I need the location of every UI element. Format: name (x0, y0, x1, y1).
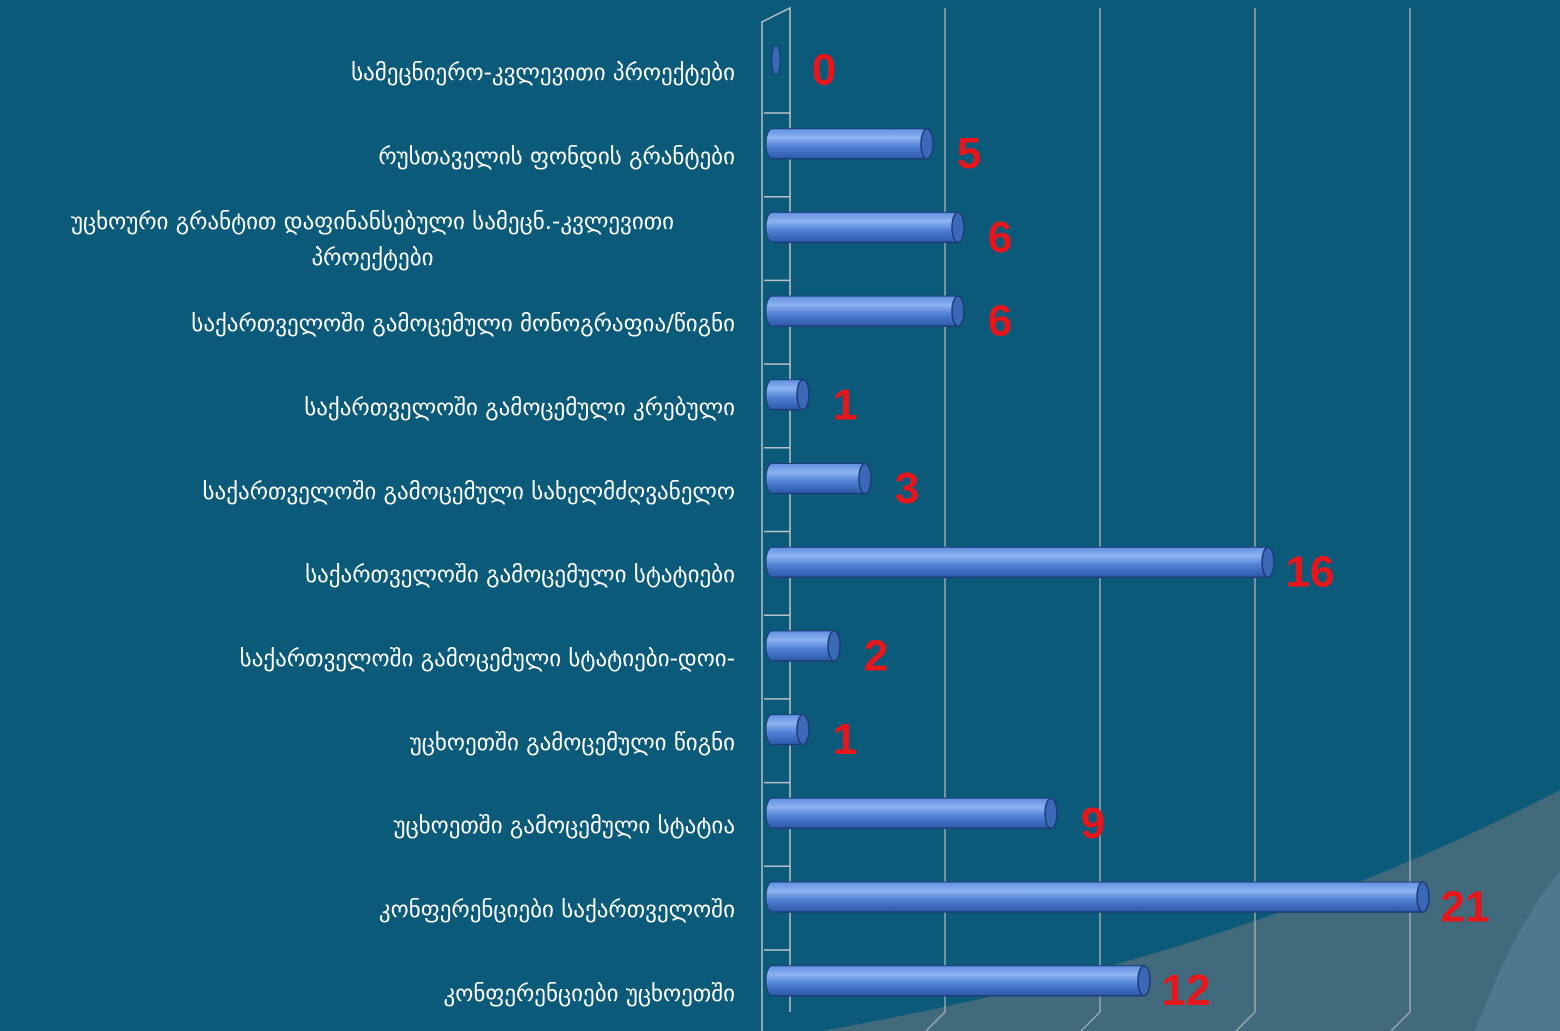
bar (771, 44, 781, 76)
bar (765, 964, 1151, 997)
category-label: უცხოური გრანტით დაფინანსებული სამეცნ.-კვ… (70, 209, 675, 272)
bars (765, 44, 1430, 997)
bar (765, 713, 810, 746)
bar (765, 797, 1058, 830)
category-label: კონფერენციები საქართველოში (378, 897, 735, 923)
category-label: საქართველოში გამოცემული სტატიები-დოი- (239, 645, 735, 672)
gridline (1390, 8, 1411, 1031)
data-label: 5 (957, 129, 981, 178)
gridline (925, 8, 946, 1031)
bar (765, 379, 810, 411)
category-label: საქართველოში გამოცემული მონოგრაფია/წიგნი (191, 311, 735, 338)
bar (765, 546, 1275, 578)
data-label: 6 (988, 297, 1012, 346)
gridline (1080, 8, 1101, 1031)
data-label: 1 (833, 380, 857, 429)
data-label: 12 (1162, 966, 1211, 1015)
category-label: რუსთაველის ფონდის გრანტები (378, 143, 735, 170)
bar (765, 295, 965, 327)
bar (765, 211, 965, 244)
background-swoosh (822, 790, 1560, 1031)
category-label: უცხოეთში გამოცემული წიგნი (409, 729, 735, 756)
axis-line (761, 6, 791, 1031)
bar (765, 127, 934, 160)
bar (765, 462, 872, 495)
data-label: 2 (864, 631, 888, 680)
category-axis (761, 6, 791, 1031)
category-label: უცხოეთში გამოცემული სტატია (393, 813, 735, 840)
data-label: 1 (833, 715, 857, 764)
data-label: 3 (895, 464, 919, 513)
category-label: კონფერენციები უცხოეთში (443, 980, 736, 1007)
gridlines (925, 8, 1411, 1031)
bar (765, 881, 1430, 913)
data-label: 21 (1441, 883, 1490, 932)
data-label: 6 (988, 213, 1012, 262)
category-label: საქართველოში გამოცემული კრებული (304, 394, 735, 421)
data-label: 9 (1081, 799, 1105, 848)
data-label: 0 (812, 46, 836, 95)
bar (765, 630, 841, 662)
category-label: საქართველოში გამოცემული სახელმძღვანელო (202, 478, 735, 505)
category-label: საქართველოში გამოცემული სტატიები (305, 562, 735, 589)
gridline (1235, 8, 1256, 1031)
category-label: სამეცნიერო-კვლევითი პროექტები (351, 60, 735, 86)
data-label: 16 (1286, 548, 1335, 597)
